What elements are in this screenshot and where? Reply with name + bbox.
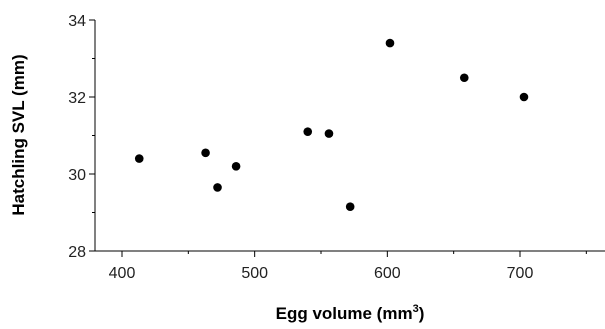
- x-tick-label: 400: [109, 265, 136, 282]
- data-point: [459, 73, 469, 83]
- x-ticks: 400 500 600 700: [109, 251, 587, 282]
- y-ticks: 28 30 32 34: [68, 13, 95, 261]
- data-point: [201, 148, 210, 158]
- data-point: [134, 154, 144, 163]
- data-point: [324, 129, 334, 138]
- x-tick-label: 700: [507, 265, 534, 282]
- y-tick-label: 32: [68, 90, 86, 107]
- x-axis-title: Egg volume (mm3): [276, 303, 425, 323]
- y-tick-label: 34: [68, 13, 86, 30]
- data-point: [303, 127, 313, 136]
- data-point: [519, 92, 529, 102]
- y-tick-label: 30: [68, 167, 86, 184]
- data-point: [213, 183, 222, 192]
- x-axis-title-main: Egg volume (mm: [276, 304, 413, 323]
- y-tick-label: 28: [68, 244, 86, 261]
- y-axis-title: Hatchling SVL (mm): [9, 54, 28, 215]
- data-point: [231, 162, 241, 171]
- x-axis-title-end: ): [419, 304, 425, 323]
- x-tick-label: 600: [374, 265, 401, 282]
- x-tick-label: 500: [241, 265, 268, 282]
- data-points: [134, 38, 529, 212]
- axes: [94, 20, 605, 252]
- x-axis-title-sup: 3: [413, 303, 419, 315]
- data-point: [385, 38, 395, 48]
- data-point: [345, 202, 355, 212]
